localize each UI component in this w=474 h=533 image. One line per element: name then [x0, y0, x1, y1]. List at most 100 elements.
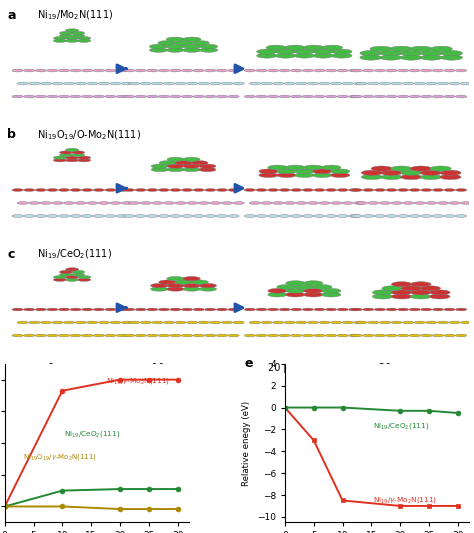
- Circle shape: [291, 334, 302, 337]
- Circle shape: [456, 334, 467, 337]
- Circle shape: [319, 201, 330, 204]
- Circle shape: [221, 82, 233, 85]
- Circle shape: [319, 82, 330, 85]
- Circle shape: [216, 215, 228, 217]
- Circle shape: [354, 321, 365, 324]
- Circle shape: [295, 173, 314, 177]
- Circle shape: [70, 189, 82, 191]
- Circle shape: [420, 51, 442, 56]
- Circle shape: [432, 308, 444, 311]
- Circle shape: [152, 201, 163, 204]
- Circle shape: [421, 69, 432, 72]
- Circle shape: [279, 215, 291, 217]
- Circle shape: [256, 95, 267, 98]
- Circle shape: [198, 201, 210, 204]
- Circle shape: [167, 277, 184, 281]
- Circle shape: [304, 292, 323, 297]
- Circle shape: [149, 48, 167, 52]
- Circle shape: [135, 189, 146, 191]
- Circle shape: [314, 334, 325, 337]
- Circle shape: [193, 189, 204, 191]
- Circle shape: [244, 308, 255, 311]
- Circle shape: [59, 31, 73, 35]
- Circle shape: [360, 51, 382, 56]
- Circle shape: [128, 321, 140, 324]
- Circle shape: [372, 294, 393, 299]
- Circle shape: [332, 53, 352, 58]
- Circle shape: [321, 165, 341, 170]
- Circle shape: [54, 159, 66, 162]
- Circle shape: [284, 201, 295, 204]
- Circle shape: [183, 37, 201, 42]
- Circle shape: [93, 189, 104, 191]
- Circle shape: [47, 215, 58, 217]
- Circle shape: [121, 82, 133, 85]
- Circle shape: [256, 334, 267, 337]
- Circle shape: [24, 189, 35, 191]
- Circle shape: [78, 159, 91, 162]
- Circle shape: [342, 321, 354, 324]
- Circle shape: [117, 189, 128, 191]
- Circle shape: [158, 215, 170, 217]
- Circle shape: [121, 321, 133, 324]
- Circle shape: [158, 308, 170, 311]
- Circle shape: [183, 277, 201, 281]
- Circle shape: [244, 215, 255, 217]
- Circle shape: [193, 95, 204, 98]
- Circle shape: [337, 215, 348, 217]
- Circle shape: [135, 95, 146, 98]
- Circle shape: [374, 334, 386, 337]
- Circle shape: [105, 69, 116, 72]
- Circle shape: [432, 189, 444, 191]
- Text: b: b: [7, 128, 16, 141]
- Circle shape: [342, 82, 354, 85]
- Circle shape: [361, 170, 383, 175]
- Circle shape: [296, 201, 307, 204]
- Circle shape: [64, 201, 75, 204]
- Circle shape: [379, 82, 391, 85]
- Circle shape: [374, 308, 386, 311]
- Circle shape: [386, 189, 397, 191]
- Circle shape: [380, 55, 402, 60]
- Circle shape: [228, 69, 239, 72]
- Circle shape: [110, 201, 121, 204]
- Circle shape: [152, 321, 163, 324]
- Circle shape: [321, 292, 341, 297]
- Circle shape: [312, 169, 332, 174]
- Circle shape: [151, 287, 168, 291]
- Circle shape: [12, 334, 23, 337]
- Circle shape: [326, 189, 337, 191]
- Circle shape: [24, 69, 35, 72]
- Circle shape: [146, 334, 158, 337]
- Circle shape: [24, 334, 35, 337]
- Circle shape: [302, 308, 314, 311]
- Circle shape: [210, 82, 221, 85]
- Circle shape: [337, 189, 348, 191]
- Circle shape: [98, 321, 109, 324]
- Circle shape: [391, 321, 402, 324]
- Circle shape: [199, 284, 217, 288]
- Circle shape: [337, 69, 348, 72]
- Circle shape: [167, 287, 184, 291]
- Circle shape: [313, 53, 333, 58]
- Circle shape: [17, 321, 28, 324]
- Circle shape: [140, 82, 152, 85]
- Circle shape: [360, 55, 382, 60]
- Circle shape: [294, 53, 315, 58]
- Circle shape: [216, 308, 228, 311]
- Circle shape: [444, 215, 455, 217]
- Text: 30 ps: 30 ps: [379, 363, 406, 373]
- Circle shape: [216, 69, 228, 72]
- Circle shape: [257, 49, 277, 54]
- Circle shape: [461, 82, 472, 85]
- Circle shape: [302, 189, 314, 191]
- Circle shape: [193, 334, 204, 337]
- Circle shape: [70, 215, 82, 217]
- Circle shape: [261, 321, 272, 324]
- Circle shape: [402, 82, 414, 85]
- Circle shape: [356, 201, 367, 204]
- Circle shape: [371, 166, 392, 171]
- Circle shape: [35, 95, 46, 98]
- Circle shape: [65, 276, 79, 279]
- Circle shape: [284, 82, 295, 85]
